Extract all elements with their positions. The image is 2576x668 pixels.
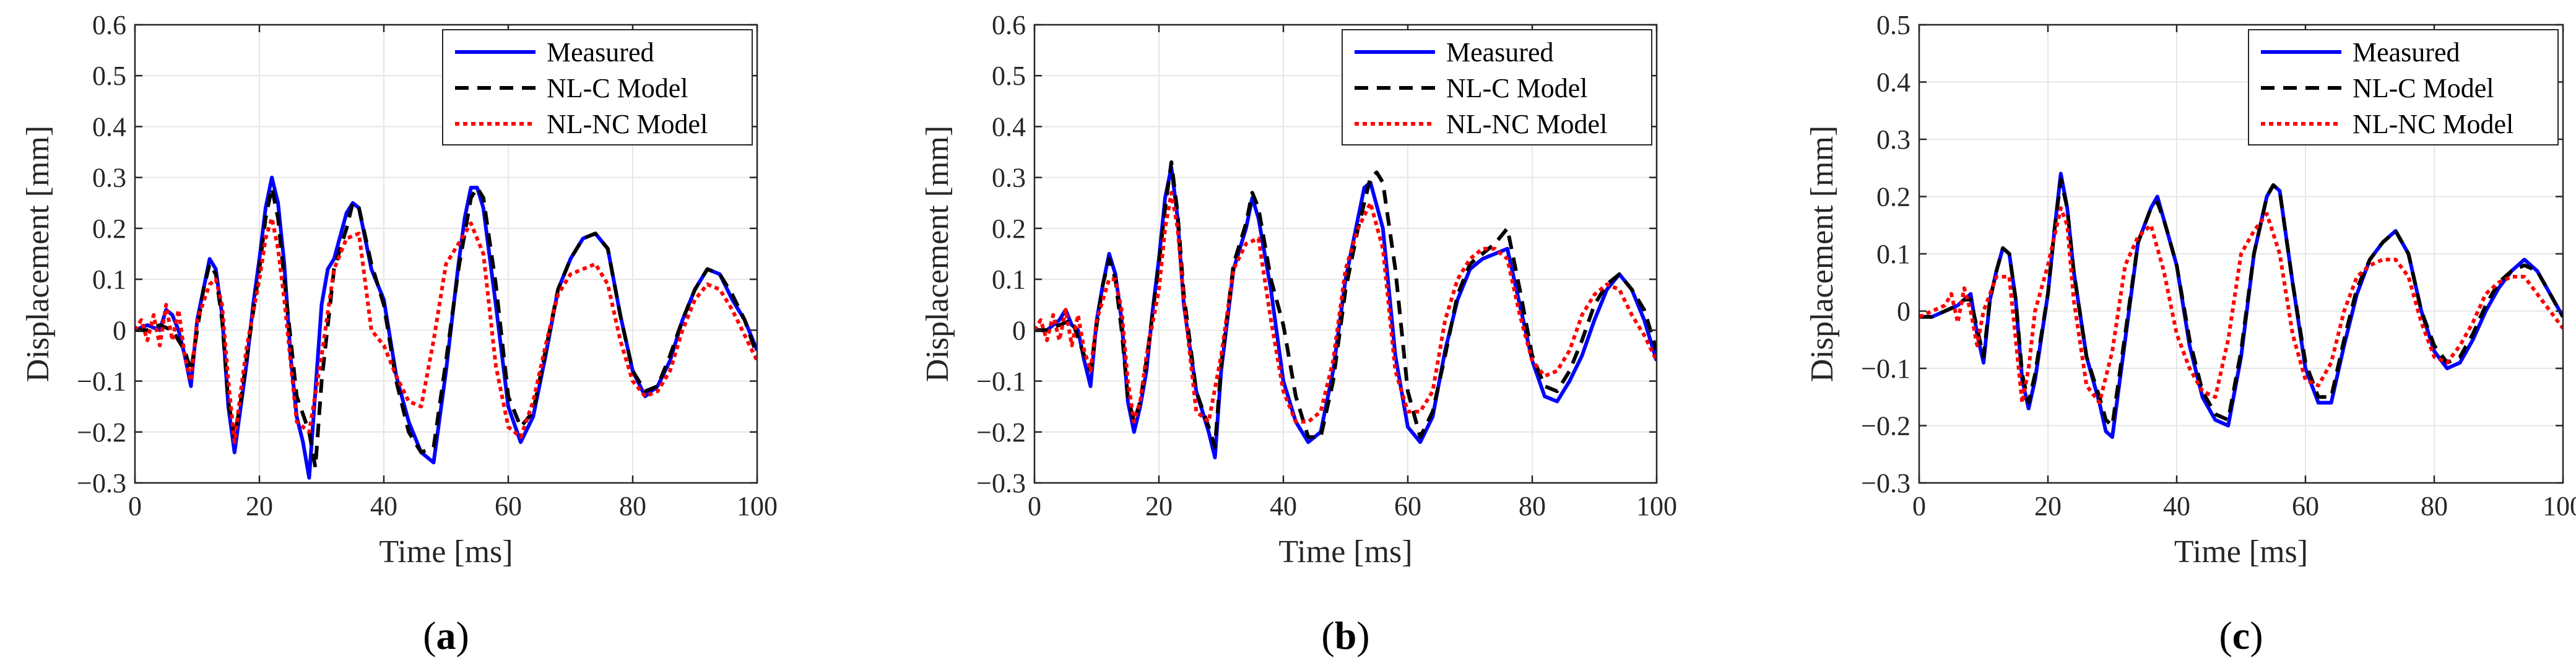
chart-panel-c: 0 20 40 60 80 100 −0.3 −0.2 −0.1 0 0.1 0.2 0.3 0.4 0.5… <box>1805 10 2576 657</box>
x-axis-title: Time [ms] <box>379 534 513 570</box>
y-tick-label: 0.3 <box>1876 124 1910 155</box>
panel-label-close: ) <box>456 614 469 657</box>
series-line-nl-c-model <box>1034 160 1657 449</box>
x-tick-label: 100 <box>1636 491 1677 521</box>
y-tick-label: −0.3 <box>1861 468 1910 498</box>
x-tick-label: 80 <box>619 491 646 521</box>
y-tick-label: −0.1 <box>77 367 126 397</box>
x-tick-label: 100 <box>2543 491 2576 521</box>
y-tick-label: 0 <box>1012 315 1026 345</box>
legend-box <box>442 29 753 145</box>
legend-label: Measured <box>2353 37 2460 67</box>
panel-label: (c) <box>2219 614 2263 657</box>
legend-label: NL-C Model <box>2353 73 2494 103</box>
y-tick-label: 0.3 <box>992 163 1026 193</box>
y-tick-label: 0.6 <box>92 10 126 40</box>
y-tick-label: −0.2 <box>976 417 1026 448</box>
y-tick-label: 0.2 <box>92 214 126 244</box>
y-tick-label: −0.2 <box>1861 411 1910 441</box>
panel-label-letter: c <box>2232 614 2250 657</box>
legend: Measured NL-C Model NL-NC Model <box>442 29 753 145</box>
x-tick-label: 20 <box>1145 491 1173 521</box>
y-tick-label: 0.5 <box>992 61 1026 91</box>
panel-label-open: ( <box>2219 614 2232 657</box>
legend-label: Measured <box>1446 37 1554 67</box>
panel-label: (a) <box>423 614 469 657</box>
y-tick-label: 0.4 <box>1876 67 1910 98</box>
panel-label-open: ( <box>1321 614 1334 657</box>
y-tick-label: 0.2 <box>1876 182 1910 212</box>
x-tick-label: 60 <box>2292 491 2319 521</box>
y-tick-label: −0.3 <box>77 468 126 498</box>
axes-box <box>134 24 758 484</box>
y-tick-label: 0.1 <box>992 264 1026 295</box>
y-tick-label: 0.5 <box>1876 10 1910 40</box>
x-tick-label: 0 <box>1912 491 1926 521</box>
series-line-nl-c-model <box>1919 177 2563 428</box>
legend-box <box>2248 29 2559 145</box>
y-tick-label: −0.2 <box>77 417 126 448</box>
x-axis-title: Time [ms] <box>2174 534 2308 570</box>
panel-label-letter: b <box>1335 614 1357 657</box>
y-tick-label: 0.3 <box>92 163 126 193</box>
legend-label: NL-NC Model <box>2353 109 2513 139</box>
series-line-nl-nc-model <box>1034 191 1657 424</box>
y-tick-label: 0.4 <box>992 111 1026 142</box>
panel-label-close: ) <box>1356 614 1369 657</box>
series-line-nl-nc-model <box>1919 206 2563 405</box>
y-tick-label: 0 <box>1897 297 1910 327</box>
y-tick-label: 0.6 <box>992 10 1026 40</box>
y-tick-label: −0.1 <box>976 367 1026 397</box>
panel-label-open: ( <box>423 614 436 657</box>
y-axis-title: Displacement [mm] <box>920 126 955 382</box>
legend: Measured NL-C Model NL-NC Model <box>1342 29 1652 145</box>
x-axis-title: Time [ms] <box>1278 534 1412 570</box>
x-tick-label: 60 <box>1394 491 1421 521</box>
legend: Measured NL-C Model NL-NC Model <box>2248 29 2559 145</box>
y-tick-label: 0.4 <box>92 111 126 142</box>
legend-label: NL-C Model <box>547 73 688 103</box>
x-tick-label: 20 <box>246 491 273 521</box>
chart-panel-b: 0 20 40 60 80 100 −0.3 −0.2 −0.1 0 0.1 0.2 0.3 0.4 0.5… <box>920 10 1677 657</box>
x-tick-label: 80 <box>1519 491 1546 521</box>
y-axis-title: Displacement [mm] <box>20 126 56 382</box>
legend-label: NL-NC Model <box>547 109 708 139</box>
panel-label-close: ) <box>2250 614 2263 657</box>
panel-label: (b) <box>1321 614 1369 657</box>
legend-label: NL-C Model <box>1446 73 1588 103</box>
x-tick-label: 60 <box>495 491 522 521</box>
x-tick-label: 80 <box>2421 491 2448 521</box>
legend-label: Measured <box>547 37 654 67</box>
y-tick-label: 0.2 <box>992 214 1026 244</box>
y-axis-title: Displacement [mm] <box>1805 126 1840 382</box>
y-tick-label: 0.5 <box>92 61 126 91</box>
x-tick-label: 100 <box>737 491 778 521</box>
y-tick-label: −0.1 <box>1861 354 1910 384</box>
chart-panel-a: 0 20 40 60 80 100 −0.3 −0.2 −0.1 0 0.1 0.2 0.3 0.4 0.5… <box>20 10 778 657</box>
x-tick-label: 40 <box>370 491 397 521</box>
x-tick-label: 20 <box>2034 491 2062 521</box>
x-tick-label: 0 <box>1028 491 1041 521</box>
y-tick-label: 0.1 <box>1876 239 1910 269</box>
series-line-nl-nc-model <box>135 216 757 445</box>
y-tick-label: −0.3 <box>976 468 1026 498</box>
panel-label-letter: a <box>436 614 456 657</box>
axes-box <box>1033 24 1658 484</box>
y-tick-label: 0.1 <box>92 264 126 295</box>
legend-label: NL-NC Model <box>1446 109 1607 139</box>
x-tick-label: 0 <box>128 491 142 521</box>
legend-box <box>1342 29 1652 145</box>
y-tick-label: 0 <box>113 315 126 345</box>
x-tick-label: 40 <box>2163 491 2190 521</box>
x-tick-label: 40 <box>1270 491 1297 521</box>
